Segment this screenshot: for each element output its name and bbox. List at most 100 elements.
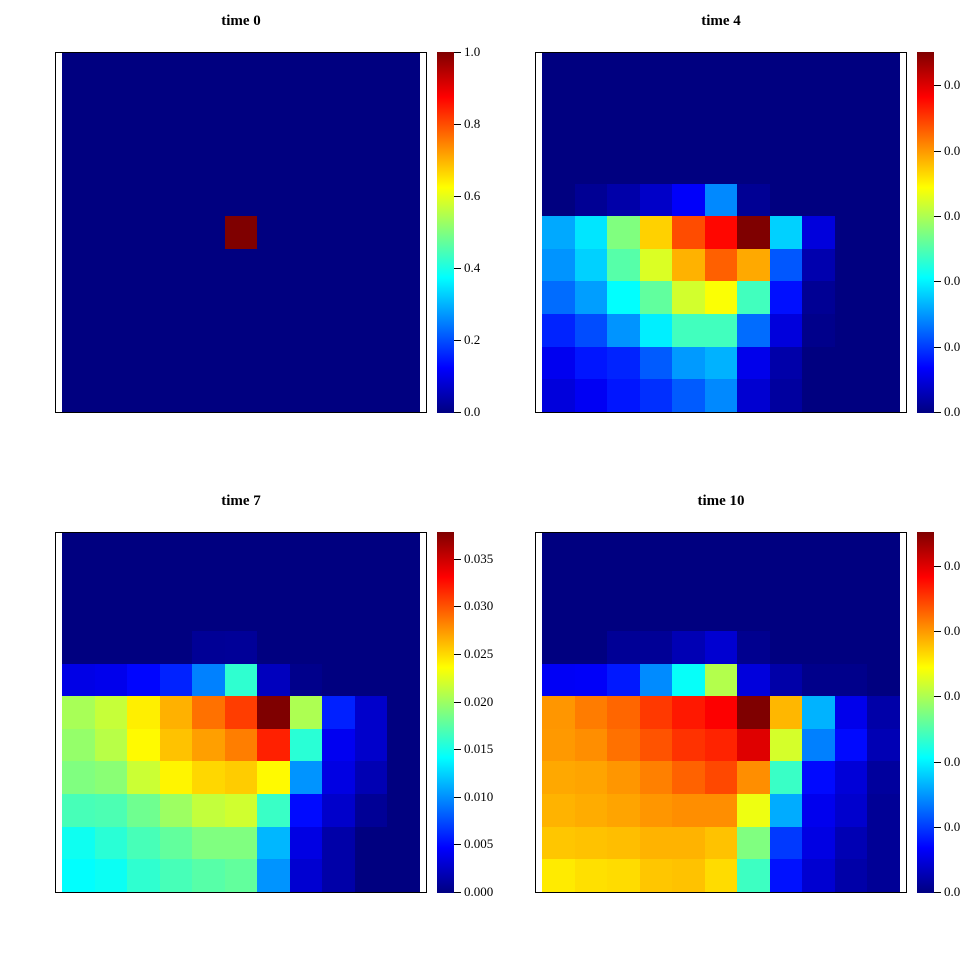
heatmap-cell <box>387 118 420 151</box>
heatmap-cell <box>574 150 608 184</box>
heatmap-cell <box>704 696 738 729</box>
heatmap-cell <box>192 728 225 762</box>
heatmap-cell <box>127 761 160 795</box>
heatmap-cell <box>574 379 608 412</box>
heatmap-cell <box>639 761 673 795</box>
heatmap-cell <box>867 248 900 282</box>
heatmap-cell <box>737 281 770 315</box>
heatmap-cell <box>192 150 225 184</box>
heatmap-cell <box>639 794 673 827</box>
heatmap-cell <box>574 598 608 631</box>
heatmap-cell <box>224 183 258 217</box>
heatmap-cell <box>289 728 323 762</box>
heatmap-cell <box>159 663 193 697</box>
heatmap-cell <box>574 696 608 729</box>
heatmap-cell <box>257 598 290 631</box>
heatmap-cell <box>737 53 770 86</box>
heatmap-cell <box>639 183 673 217</box>
heatmap-cell <box>542 281 575 315</box>
heatmap-cell <box>224 53 258 86</box>
heatmap-cell <box>672 118 705 151</box>
heatmap-cell <box>802 761 835 795</box>
heatmap-cell <box>322 598 355 631</box>
heatmap-cell <box>94 281 128 315</box>
heatmap-cell <box>192 216 225 249</box>
heatmap-cell <box>62 150 95 184</box>
heatmap-cell <box>192 314 225 347</box>
heatmap-cell <box>159 248 193 282</box>
heatmap-cell <box>224 696 258 729</box>
heatmap-cell <box>289 314 323 347</box>
heatmap-cell <box>94 150 128 184</box>
heatmap-cell <box>289 216 323 249</box>
heatmap-cell <box>737 663 770 697</box>
heatmap-cell <box>62 794 95 827</box>
heatmap-cell <box>127 53 160 86</box>
heatmap-cell <box>289 85 323 119</box>
heatmap-cell <box>289 565 323 599</box>
heatmap-cell <box>542 696 575 729</box>
colorbar-tick-label: 0.04 <box>944 142 960 158</box>
heatmap-cell <box>354 118 388 151</box>
heatmap-cell <box>834 696 868 729</box>
heatmap-cell <box>127 728 160 762</box>
heatmap-cell <box>574 216 608 249</box>
colorbar-tick-label: 0.015 <box>464 741 494 757</box>
heatmap-cell <box>834 728 868 762</box>
colorbar-tick <box>934 281 941 283</box>
heatmap-cell <box>192 696 225 729</box>
heatmap-cell <box>834 314 868 347</box>
heatmap-cell <box>224 630 258 664</box>
heatmap-cell <box>802 379 835 412</box>
heatmap-cell <box>802 598 835 631</box>
heatmap-cell <box>94 346 128 380</box>
heatmap-cell <box>354 248 388 282</box>
heatmap-cell <box>257 663 290 697</box>
heatmap-cell <box>542 118 575 151</box>
colorbar-tick <box>934 761 941 763</box>
heatmap-cell <box>387 728 420 762</box>
heatmap-cell <box>769 696 803 729</box>
heatmap-cell <box>834 216 868 249</box>
colorbar-tick-label: 0.005 <box>464 836 494 852</box>
panel-title: time 0 <box>221 13 261 29</box>
heatmap-cell <box>769 533 803 566</box>
heatmap-cell <box>224 794 258 827</box>
heatmap-cell <box>834 281 868 315</box>
heatmap-cell <box>867 761 900 795</box>
heatmap-cell <box>639 826 673 860</box>
heatmap-cell <box>354 346 388 380</box>
heatmap-cell <box>62 314 95 347</box>
heatmap-cell <box>737 150 770 184</box>
colorbar-tick-label: 0.01 <box>944 338 960 354</box>
panel-title: time 7 <box>221 493 261 509</box>
colorbar-tick <box>454 749 461 751</box>
heatmap-cell <box>867 826 900 860</box>
colorbar-tick-label: 0.010 <box>464 788 494 804</box>
heatmap-cell <box>289 794 323 827</box>
heatmap-cell <box>192 794 225 827</box>
heatmap-cell <box>607 630 640 664</box>
heatmap-cell <box>542 826 575 860</box>
heatmap-cell <box>159 728 193 762</box>
heatmap-cell <box>867 565 900 599</box>
heatmap-cell <box>159 150 193 184</box>
heatmap-cell <box>257 859 290 892</box>
heatmap-cell <box>769 565 803 599</box>
heatmap-cell <box>387 761 420 795</box>
colorbar <box>437 532 454 893</box>
heatmap-cell <box>94 826 128 860</box>
heatmap-cell <box>834 630 868 664</box>
heatmap-cell <box>704 826 738 860</box>
colorbar-tick-label: 0.030 <box>464 598 494 614</box>
heatmap-cell <box>127 183 160 217</box>
heatmap-cell <box>737 379 770 412</box>
heatmap-cell <box>289 761 323 795</box>
heatmap-cell <box>159 53 193 86</box>
colorbar-tick-label: 0.000 <box>464 884 494 899</box>
heatmap-cell <box>672 533 705 566</box>
heatmap-cell <box>834 761 868 795</box>
heatmap-cell <box>127 248 160 282</box>
heatmap-cell <box>387 53 420 86</box>
heatmap-cell <box>387 150 420 184</box>
